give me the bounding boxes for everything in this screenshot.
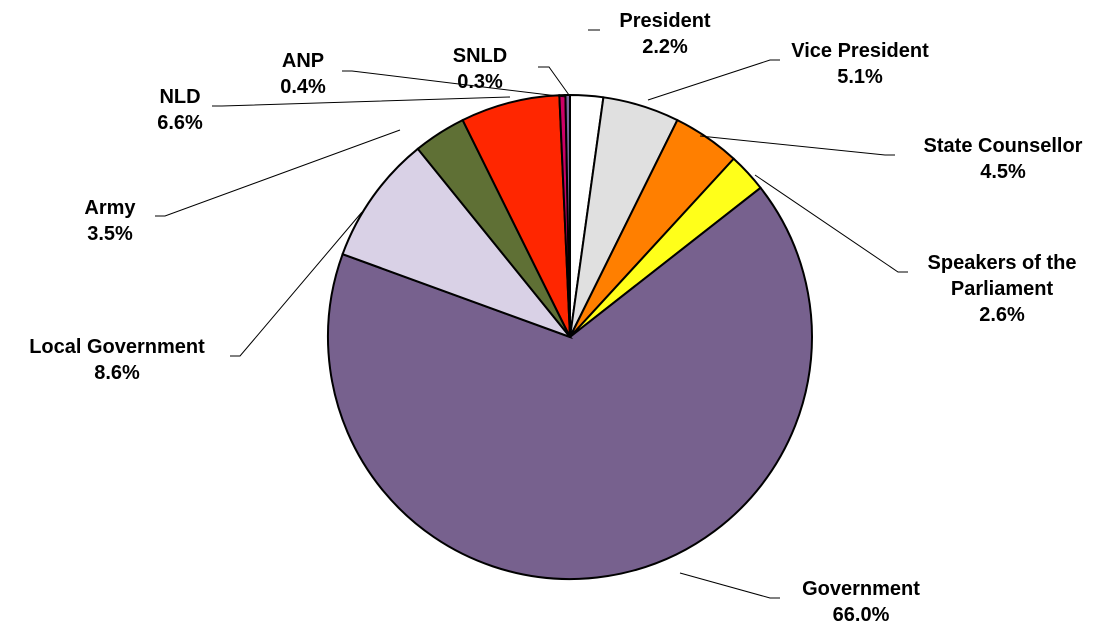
leader-line	[647, 59, 780, 101]
leader-line	[679, 572, 780, 599]
slice-label: State Counsellor	[924, 135, 1083, 157]
pie-slice-local-government	[341, 147, 574, 340]
slice-labels: President 2.2% Vice President 5.1% State Cou…	[29, 10, 1082, 626]
slice-percent-label: 8.6%	[94, 362, 140, 384]
leader-lines	[155, 29, 908, 599]
slice-label: Government	[802, 578, 920, 600]
leader-line	[155, 129, 401, 217]
slice-label: Vice President	[791, 40, 929, 62]
slice-percent-label: 2.6%	[979, 304, 1025, 326]
slice-label: ANP	[282, 50, 324, 72]
pie-slice-government	[327, 186, 813, 580]
slice-percent-label: 66.0%	[833, 604, 890, 626]
slice-label: Speakers of the	[928, 252, 1077, 274]
slice-percent-label: 0.3%	[457, 71, 503, 93]
slice-label: SNLD	[453, 45, 507, 67]
slice-percent-label: 2.2%	[642, 36, 688, 58]
slice-percent-label: 3.5%	[87, 223, 133, 245]
slice-label: Parliament	[951, 278, 1054, 300]
slice-percent-label: 5.1%	[837, 66, 883, 88]
leader-line	[754, 174, 908, 273]
leader-line	[212, 96, 511, 107]
slice-percent-label: 4.5%	[980, 161, 1026, 183]
slice-percent-label: 0.4%	[280, 76, 326, 98]
slice-label: Army	[84, 197, 136, 219]
pie-slice-snld	[564, 93, 571, 338]
slice-label: NLD	[159, 86, 200, 108]
leader-line	[230, 211, 363, 357]
leader-line	[342, 70, 567, 98]
slice-label: President	[619, 10, 710, 32]
slice-percent-label: 6.6%	[157, 112, 203, 134]
leader-line	[538, 66, 570, 96]
slice-label: Local Government	[29, 336, 205, 358]
pie-slices	[327, 93, 813, 580]
leader-line	[699, 135, 895, 156]
